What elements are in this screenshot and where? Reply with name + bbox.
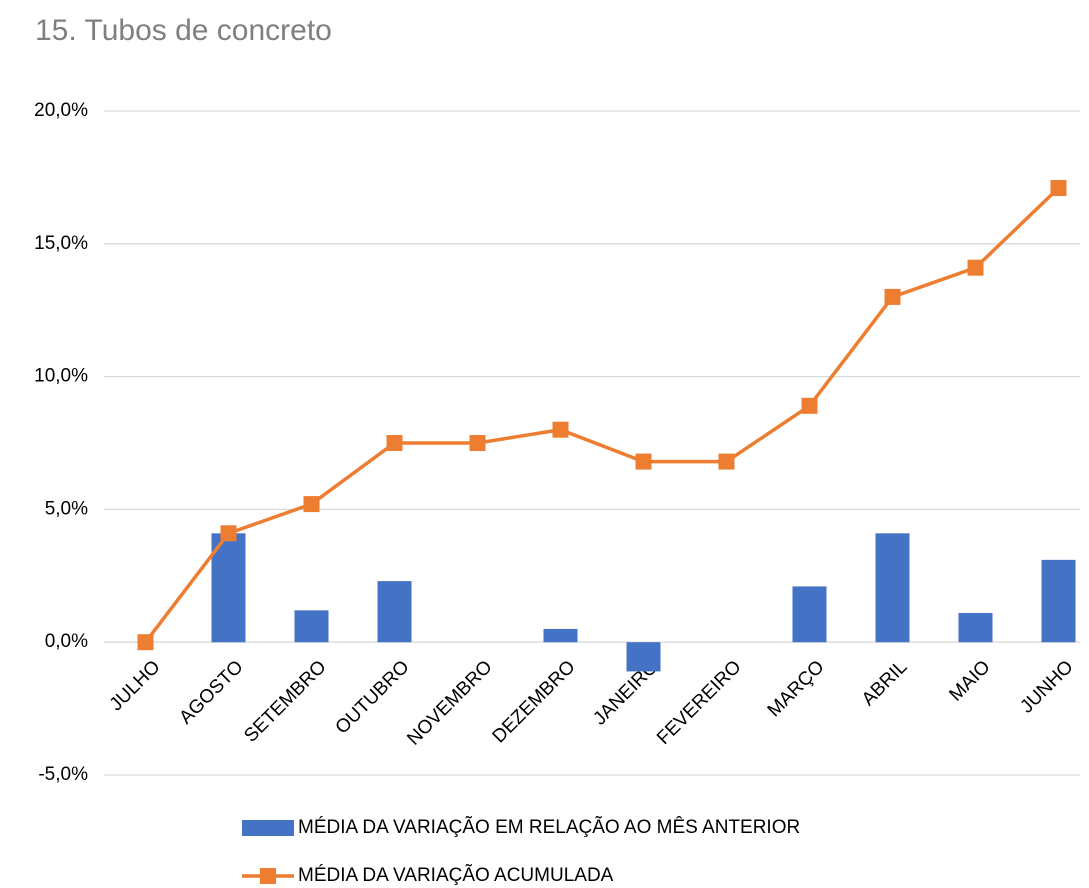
marker <box>801 397 818 414</box>
bar <box>211 533 246 643</box>
y-tick-label: 15,0% <box>34 233 88 254</box>
marker <box>967 259 984 276</box>
marker <box>718 453 735 470</box>
marker <box>386 435 403 451</box>
line <box>144 186 1060 644</box>
x-tick-label: MAIO <box>945 656 994 705</box>
x-tick-label: MARÇO <box>764 656 829 721</box>
legend-swatch <box>260 868 276 884</box>
x-tick-label: AGOSTO <box>175 656 247 728</box>
y-tick-label: 0,0% <box>45 631 88 652</box>
x-tick-label: JUNHO <box>1016 656 1077 717</box>
marker <box>884 288 901 305</box>
x-tick-label: SETEMBRO <box>240 656 330 746</box>
marker <box>552 421 569 438</box>
x-tick-label: JULHO <box>106 656 165 715</box>
marker <box>1050 180 1067 197</box>
legend-label: MÉDIA DA VARIAÇÃO ACUMULADA <box>298 864 614 886</box>
y-tick-label: 20,0% <box>34 100 88 121</box>
marker <box>303 496 320 513</box>
x-tick-label: NOVEMBRO <box>403 656 496 749</box>
y-tick-label: -5,0% <box>38 764 88 785</box>
bar <box>294 610 329 643</box>
x-tick-label: FEVEREIRO <box>653 656 745 748</box>
x-tick-label: DEZEMBRO <box>489 656 580 747</box>
bar <box>626 642 661 672</box>
y-tick-label: 10,0% <box>34 366 88 387</box>
bar <box>1041 559 1076 643</box>
legend-swatch <box>242 820 294 836</box>
x-tick-label: ABRIL <box>858 656 912 710</box>
bar <box>377 581 412 643</box>
marker <box>469 435 486 451</box>
y-tick-label: 5,0% <box>45 498 88 519</box>
marker <box>635 453 652 470</box>
bar <box>875 533 910 643</box>
x-tick-label: OUTUBRO <box>332 656 414 738</box>
marker <box>137 634 154 651</box>
legend-label: MÉDIA DA VARIAÇÃO EM RELAÇÃO AO MÊS ANTE… <box>298 816 800 838</box>
chart-title: 15. Tubos de concreto <box>35 14 332 47</box>
bar <box>958 612 993 643</box>
bar <box>543 628 578 643</box>
bar <box>792 586 827 643</box>
marker <box>220 525 237 542</box>
